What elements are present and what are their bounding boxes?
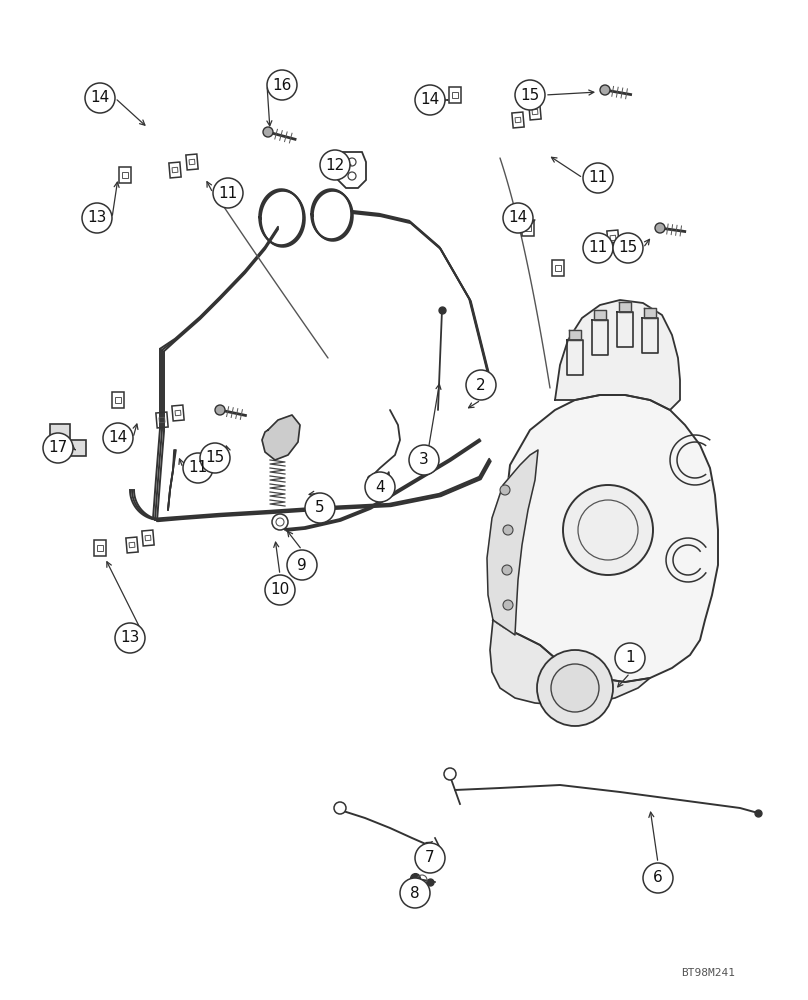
Circle shape (503, 600, 513, 610)
Circle shape (515, 80, 545, 110)
Polygon shape (490, 620, 650, 705)
Text: 5: 5 (315, 500, 325, 516)
Circle shape (215, 405, 225, 415)
Text: 9: 9 (297, 558, 307, 572)
Text: 14: 14 (420, 93, 440, 107)
Text: 1: 1 (625, 650, 635, 666)
Circle shape (82, 203, 112, 233)
Text: 4: 4 (375, 480, 385, 494)
Polygon shape (487, 450, 538, 635)
Circle shape (643, 863, 673, 893)
Circle shape (444, 768, 456, 780)
Text: 14: 14 (90, 91, 110, 105)
Circle shape (213, 178, 243, 208)
Polygon shape (555, 300, 680, 410)
Circle shape (334, 802, 346, 814)
Text: 2: 2 (476, 377, 486, 392)
Text: 13: 13 (120, 631, 140, 646)
Circle shape (265, 575, 295, 605)
Text: 17: 17 (48, 440, 68, 456)
Polygon shape (644, 308, 656, 318)
Circle shape (600, 85, 610, 95)
Circle shape (503, 525, 513, 535)
Polygon shape (50, 424, 86, 456)
Text: 8: 8 (410, 886, 420, 900)
Circle shape (400, 878, 430, 908)
Text: BT98M241: BT98M241 (681, 968, 735, 978)
Text: 16: 16 (272, 78, 292, 93)
Text: 13: 13 (87, 211, 107, 226)
Text: 11: 11 (588, 170, 608, 186)
Circle shape (503, 203, 533, 233)
Circle shape (655, 223, 665, 233)
Circle shape (103, 423, 133, 453)
Text: 11: 11 (218, 186, 238, 200)
Circle shape (183, 453, 213, 483)
Circle shape (551, 664, 599, 712)
Circle shape (537, 650, 613, 726)
Circle shape (500, 485, 510, 495)
Circle shape (115, 623, 145, 653)
Circle shape (287, 550, 317, 580)
Text: 14: 14 (108, 430, 128, 446)
Circle shape (409, 445, 439, 475)
Text: 11: 11 (588, 240, 608, 255)
Text: 15: 15 (520, 88, 540, 103)
Circle shape (43, 433, 73, 463)
Circle shape (415, 843, 445, 873)
Circle shape (305, 493, 335, 523)
Text: 15: 15 (205, 450, 225, 466)
Text: 3: 3 (419, 452, 429, 468)
Circle shape (583, 163, 613, 193)
Circle shape (85, 83, 115, 113)
Text: 7: 7 (425, 850, 435, 865)
Text: 6: 6 (653, 870, 663, 886)
Circle shape (583, 233, 613, 263)
Circle shape (502, 565, 512, 575)
Circle shape (415, 85, 445, 115)
Circle shape (267, 70, 297, 100)
Polygon shape (493, 395, 718, 682)
Circle shape (365, 472, 395, 502)
Circle shape (613, 233, 643, 263)
Text: 11: 11 (188, 460, 208, 476)
Circle shape (272, 514, 288, 530)
Circle shape (615, 643, 645, 673)
Text: 15: 15 (618, 240, 638, 255)
Circle shape (466, 370, 496, 400)
Text: 14: 14 (508, 211, 528, 226)
Text: 12: 12 (326, 157, 345, 172)
Text: 10: 10 (271, 582, 289, 597)
Circle shape (320, 150, 350, 180)
Circle shape (563, 485, 653, 575)
Polygon shape (262, 415, 300, 460)
Polygon shape (619, 302, 631, 312)
Circle shape (263, 127, 273, 137)
Polygon shape (594, 310, 606, 320)
Polygon shape (569, 330, 581, 340)
Circle shape (200, 443, 230, 473)
